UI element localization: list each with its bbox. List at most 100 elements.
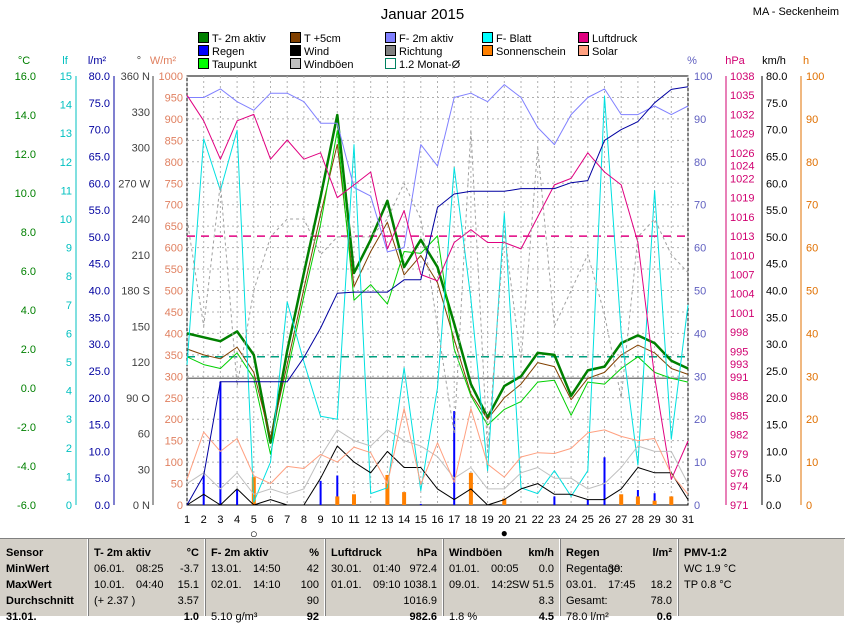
y-tick-label-wind: 40.0 — [766, 286, 787, 298]
y-tick-label-dir: 120 — [132, 357, 150, 369]
y-tick-label-dir: 240 — [132, 214, 150, 226]
y-tick-label-press: 988 — [730, 391, 748, 403]
y-tick-label-lf: 5 — [66, 357, 72, 369]
stats-cell: 31.01. — [6, 611, 37, 623]
x-tick-label: 30 — [665, 514, 677, 526]
y-tick-label-hum: 100 — [694, 71, 712, 83]
legend-label: F- 2m aktiv — [399, 33, 454, 45]
y-tick-label-dir: 300 — [132, 143, 150, 155]
y-tick-label-sun: 100 — [806, 71, 824, 83]
series-line-f-2m-aktiv — [187, 84, 689, 253]
stats-column — [443, 539, 560, 616]
y-tick-label-rain: 0.0 — [95, 500, 110, 512]
stats-cell: 30 — [608, 563, 621, 575]
y-tick-label-lf: 7 — [66, 300, 72, 312]
y-tick-label-wind: 45.0 — [766, 259, 787, 271]
y-tick-label-lf: 2 — [66, 443, 72, 455]
x-tick-label: 2 — [201, 514, 207, 526]
y-tick-label-sun: 50 — [806, 286, 818, 298]
y-tick-label-lf: 4 — [66, 386, 72, 398]
y-tick-label-press: 982 — [730, 430, 748, 442]
y-tick-label-sun: 10 — [806, 457, 818, 469]
y-tick-label-hum: 60 — [694, 243, 706, 255]
stats-value: 8.3 — [538, 595, 554, 607]
y-tick-label-temp: 12.0 — [15, 149, 36, 161]
y-tick-label-rain: 45.0 — [89, 259, 110, 271]
y-tick-label-solar: 600 — [165, 243, 183, 255]
y-tick-label-lf: 8 — [66, 271, 72, 283]
y-tick-label-sun: 40 — [806, 328, 818, 340]
y-tick-label-temp: -4.0 — [17, 461, 36, 473]
y-tick-label-rain: 40.0 — [89, 286, 110, 298]
x-tick-label: 21 — [515, 514, 527, 526]
y-tick-label-solar: 850 — [165, 135, 183, 147]
stats-cell: 02.01. — [211, 579, 242, 591]
legend-swatch — [198, 32, 209, 43]
x-tick-label: 11 — [348, 514, 359, 526]
y-tick-label-press: 1038 — [730, 71, 754, 83]
stats-cell: 13.01. — [211, 563, 242, 575]
y-tick-label-wind: 20.0 — [766, 393, 787, 405]
x-tick-label: 31 — [682, 514, 694, 526]
y-tick-label-press: 1029 — [730, 129, 754, 141]
y-tick-label-rain: 15.0 — [89, 420, 110, 432]
stats-cell: 00:05 — [491, 563, 519, 575]
stats-cell: 10.01. — [94, 579, 125, 591]
x-tick-label: 8 — [301, 514, 307, 526]
y-tick-label-press: 1013 — [730, 231, 754, 243]
y-tick-label-rain: 65.0 — [89, 151, 110, 163]
stats-cell: 06.01. — [94, 563, 125, 575]
y-tick-label-press: 974 — [730, 481, 748, 493]
x-tick-label: 22 — [532, 514, 544, 526]
stats-cell: 03.01. — [566, 579, 597, 591]
y-tick-label-lf: 0 — [66, 500, 72, 512]
full-moon-icon: ○ — [250, 526, 258, 538]
y-tick-label-hum: 0 — [694, 500, 700, 512]
y-tick-label-sun: 90 — [806, 114, 818, 126]
y-tick-label-rain: 30.0 — [89, 339, 110, 351]
y-tick-label-press: 971 — [730, 500, 748, 512]
y-tick-label-dir: 30 — [138, 464, 150, 476]
x-tick-label: 23 — [548, 514, 560, 526]
y-axis-unit-rain: l/m² — [88, 55, 107, 67]
y-tick-label-wind: 60.0 — [766, 178, 787, 190]
y-tick-label-dir: 330 — [132, 107, 150, 119]
stats-column — [325, 539, 443, 616]
y-tick-label-temp: 14.0 — [15, 110, 36, 122]
stats-column — [205, 539, 325, 616]
stats-header: Luftdruck — [331, 547, 382, 559]
x-tick-label: 18 — [465, 514, 477, 526]
stats-column — [560, 539, 678, 616]
legend-swatch — [198, 58, 209, 69]
legend-swatch — [385, 58, 396, 69]
y-tick-label-solar: 200 — [165, 414, 183, 426]
y-tick-label-temp: 6.0 — [21, 266, 36, 278]
x-tick-label: 28 — [632, 514, 644, 526]
y-axis-unit-hum: % — [687, 55, 697, 67]
y-tick-label-temp: 16.0 — [15, 71, 36, 83]
legend-label: T +5cm — [304, 33, 341, 45]
y-tick-label-solar: 250 — [165, 393, 183, 405]
stats-value: 42 — [306, 563, 319, 575]
y-tick-label-press: 979 — [730, 449, 748, 461]
y-tick-label-rain: 20.0 — [89, 393, 110, 405]
stats-cell: 30.01. — [331, 563, 362, 575]
y-tick-label-wind: 0.0 — [766, 500, 781, 512]
y-tick-label-rain: 75.0 — [89, 98, 110, 110]
series-line-windb-en — [186, 429, 689, 495]
legend-label: T- 2m aktiv — [212, 33, 266, 45]
stats-value: 1.0 — [183, 611, 199, 623]
legend-item: F- 2m aktiv — [385, 32, 453, 45]
legend-label: 1.2 Monat-Ø — [399, 59, 461, 71]
y-tick-label-dir: 90 O — [126, 393, 150, 405]
stats-unit: l/m² — [652, 547, 672, 559]
stats-unit: hPa — [416, 547, 437, 559]
stats-cell: (+ 2.37 ) — [94, 595, 136, 607]
y-tick-label-sun: 30 — [806, 371, 818, 383]
y-tick-label-press: 985 — [730, 410, 748, 422]
y-tick-label-lf: 3 — [66, 414, 72, 426]
x-tick-label: 27 — [615, 514, 627, 526]
y-tick-label-solar: 750 — [165, 178, 183, 190]
stats-value: 90 — [306, 595, 319, 607]
stats-value: 0.0 — [538, 563, 554, 575]
